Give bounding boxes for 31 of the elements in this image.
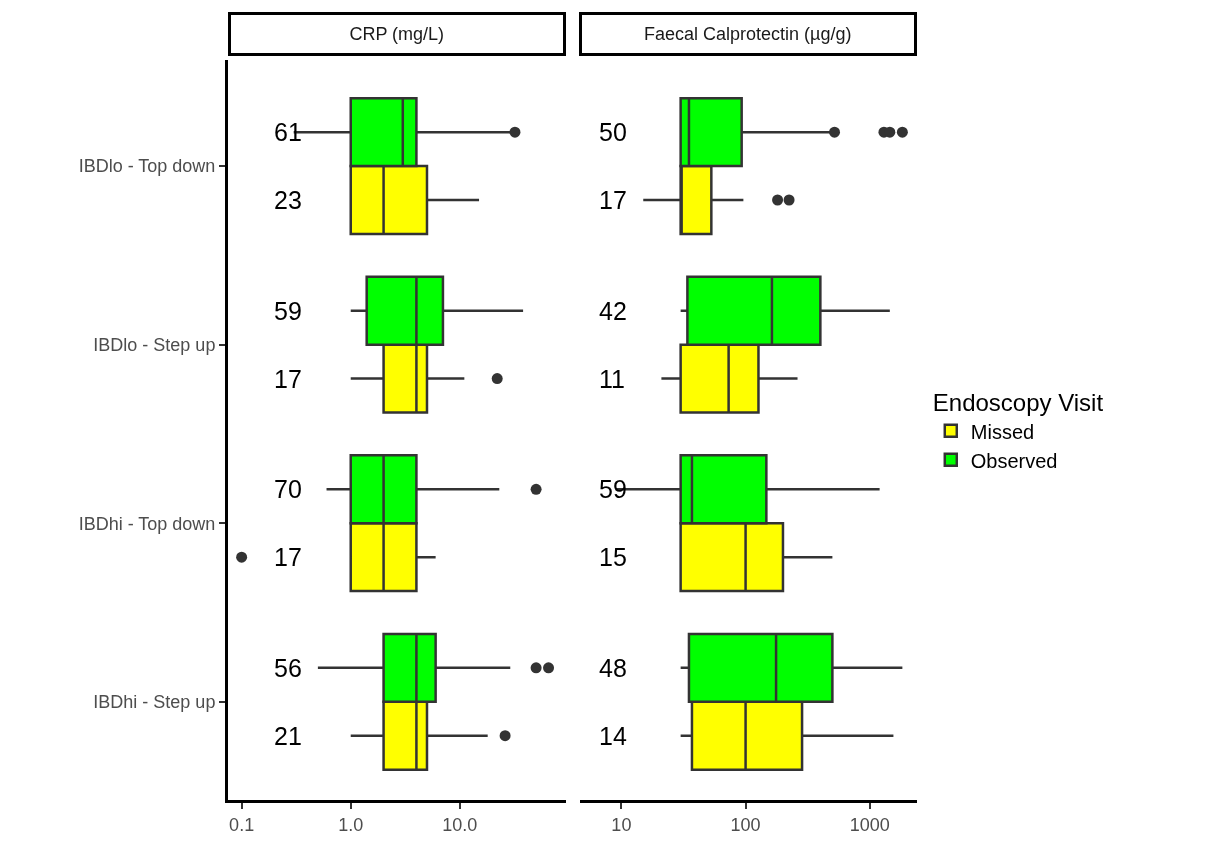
chart-title: Faecal Calprotectin (µg/g) [644,24,852,44]
x-tick-label: 1000 [849,814,890,835]
legend-label: Observed [970,449,1058,472]
text: 21 [274,722,302,750]
y-tick-label: IBDlo - Top down [78,156,216,177]
text: 17 [274,543,302,571]
text: 61 [274,118,302,146]
text: 59 [274,297,302,325]
text: 11 [599,365,625,393]
text: 15 [599,543,627,571]
x-tick-label: 1.0 [338,814,364,835]
text: 17 [599,186,627,214]
text: 56 [274,654,302,682]
legend-title: Endoscopy Visit [932,389,1104,417]
text: 23 [274,186,302,214]
x-tick-label: 0.1 [229,814,255,835]
text: 42 [599,297,627,325]
text: 50 [599,118,627,146]
text: 14 [599,722,627,750]
y-tick-label: IBDlo - Step up [93,334,216,355]
y-tick-label: IBDhi - Step up [93,692,216,713]
x-tick-label: 10.0 [442,814,478,835]
text: 59 [599,475,627,503]
text: 48 [599,654,627,682]
y-tick-label: IBDhi - Top down [78,513,216,534]
legend-label: Missed [970,420,1035,443]
x-tick-label: 100 [730,814,761,835]
x-tick-label: 10 [611,814,632,835]
text: 17 [274,365,302,393]
text: 70 [274,475,302,503]
chart-title: CRP (mg/L) [349,24,445,44]
